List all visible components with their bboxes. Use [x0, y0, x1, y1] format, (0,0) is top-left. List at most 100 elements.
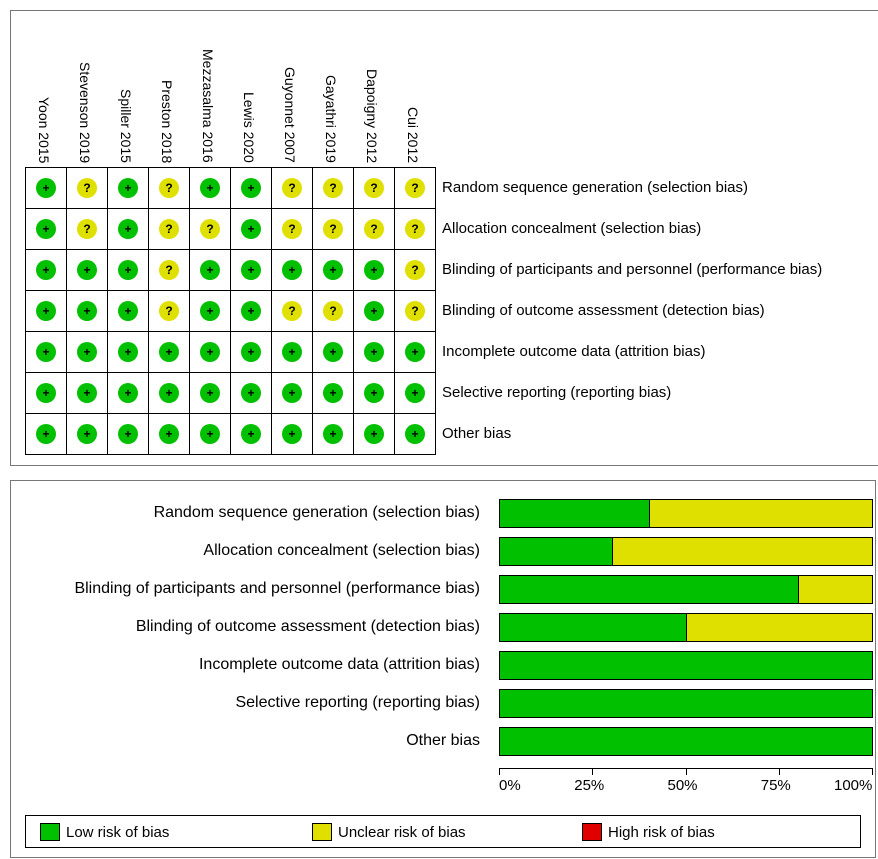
unclear-risk-icon: ?: [405, 301, 425, 321]
grid-cell: +: [107, 167, 149, 209]
grid-cell: +: [271, 249, 313, 291]
unclear-risk-icon: ?: [364, 178, 384, 198]
low-risk-icon: +: [77, 260, 97, 280]
unclear-risk-icon: ?: [77, 178, 97, 198]
low-risk-icon: +: [364, 301, 384, 321]
grid-cell: +: [25, 413, 67, 455]
grid-cell: +: [107, 290, 149, 332]
low-risk-icon: +: [323, 383, 343, 403]
grid-cell: +: [107, 331, 149, 373]
grid-cell: +: [353, 331, 395, 373]
grid-cell: +: [148, 413, 190, 455]
study-label: Preston 2018: [159, 79, 175, 163]
low-risk-icon: +: [118, 383, 138, 403]
low-risk-icon: +: [241, 424, 261, 444]
grid-cell: +: [107, 208, 149, 250]
grid-cell: +: [25, 290, 67, 332]
bar-label: Other bias: [406, 732, 480, 749]
low-risk-icon: +: [241, 383, 261, 403]
grid-cell: ?: [271, 290, 313, 332]
grid-cell: +: [230, 208, 272, 250]
legend-item: Low risk of bias: [40, 823, 169, 841]
low-risk-icon: +: [200, 342, 220, 362]
legend: Low risk of bias Unclear risk of bias High…: [25, 815, 861, 848]
domain-label: Other bias: [442, 425, 512, 442]
bar-segment: [500, 500, 649, 527]
low-risk-icon: +: [36, 301, 56, 321]
unclear-risk-icon: ?: [159, 301, 179, 321]
grid-cell: ?: [148, 290, 190, 332]
low-risk-icon: +: [200, 178, 220, 198]
legend-swatch: [40, 823, 60, 841]
low-risk-icon: +: [241, 301, 261, 321]
grid-cell: ?: [148, 208, 190, 250]
domain-label: Blinding of outcome assessment (detectio…: [442, 302, 765, 319]
x-tick-label: 75%: [760, 777, 791, 794]
grid-cell: ?: [148, 167, 190, 209]
grid-cell: +: [66, 413, 108, 455]
bar-segment: [611, 538, 872, 565]
grid-cell: +: [148, 372, 190, 414]
grid-cell: ?: [312, 208, 354, 250]
x-tick: [872, 768, 873, 775]
bar-label: Incomplete outcome data (attrition bias): [198, 656, 480, 673]
low-risk-icon: +: [364, 342, 384, 362]
low-risk-icon: +: [200, 260, 220, 280]
grid-cell: +: [189, 372, 231, 414]
study-label: Stevenson 2019: [77, 61, 93, 163]
unclear-risk-icon: ?: [364, 219, 384, 239]
grid-cell: +: [271, 372, 313, 414]
low-risk-icon: +: [118, 342, 138, 362]
bar-segment: [500, 728, 872, 755]
low-risk-icon: +: [118, 219, 138, 239]
x-tick-label: 50%: [667, 777, 698, 794]
grid-cell: +: [271, 413, 313, 455]
low-risk-icon: +: [118, 178, 138, 198]
grid-cell: +: [66, 290, 108, 332]
unclear-risk-icon: ?: [159, 260, 179, 280]
x-tick: [592, 768, 594, 775]
risk-of-bias-graph: Random sequence generation (selection bi…: [10, 480, 876, 858]
grid-cell: +: [25, 208, 67, 250]
bar-segment: [648, 500, 872, 527]
low-risk-icon: +: [118, 424, 138, 444]
unclear-risk-icon: ?: [159, 219, 179, 239]
legend-item: High risk of bias: [582, 823, 715, 841]
grid-row: + + + + + + + + + +: [25, 331, 436, 373]
grid-cell: +: [230, 167, 272, 209]
bar: [499, 727, 873, 756]
unclear-risk-icon: ?: [282, 219, 302, 239]
legend-swatch: [582, 823, 602, 841]
bar-segment: [797, 576, 872, 603]
grid-cell: +: [66, 372, 108, 414]
bar-segment: [500, 576, 798, 603]
unclear-risk-icon: ?: [323, 219, 343, 239]
legend-label: Unclear risk of bias: [338, 823, 466, 841]
grid-cell: +: [189, 331, 231, 373]
unclear-risk-icon: ?: [77, 219, 97, 239]
grid-cell: +: [394, 372, 436, 414]
bar-label: Allocation concealment (selection bias): [203, 542, 480, 559]
grid-cell: ?: [394, 249, 436, 291]
grid-cell: ?: [394, 290, 436, 332]
grid-cell: +: [66, 249, 108, 291]
low-risk-icon: +: [118, 260, 138, 280]
bar-label: Blinding of outcome assessment (detectio…: [135, 618, 480, 635]
bar-label: Random sequence generation (selection bi…: [153, 504, 480, 521]
domain-label: Allocation concealment (selection bias): [442, 220, 702, 237]
low-risk-icon: +: [364, 424, 384, 444]
low-risk-icon: +: [241, 342, 261, 362]
domain-label: Random sequence generation (selection bi…: [442, 179, 749, 196]
low-risk-icon: +: [200, 301, 220, 321]
grid-cell: +: [312, 413, 354, 455]
unclear-risk-icon: ?: [200, 219, 220, 239]
grid-cell: +: [189, 290, 231, 332]
low-risk-icon: +: [364, 260, 384, 280]
x-tick-label: 100%: [834, 777, 873, 794]
low-risk-icon: +: [77, 342, 97, 362]
grid-cell: ?: [66, 167, 108, 209]
low-risk-icon: +: [36, 219, 56, 239]
study-label: Gayathri 2019: [323, 75, 339, 163]
low-risk-icon: +: [159, 383, 179, 403]
low-risk-icon: +: [323, 424, 343, 444]
